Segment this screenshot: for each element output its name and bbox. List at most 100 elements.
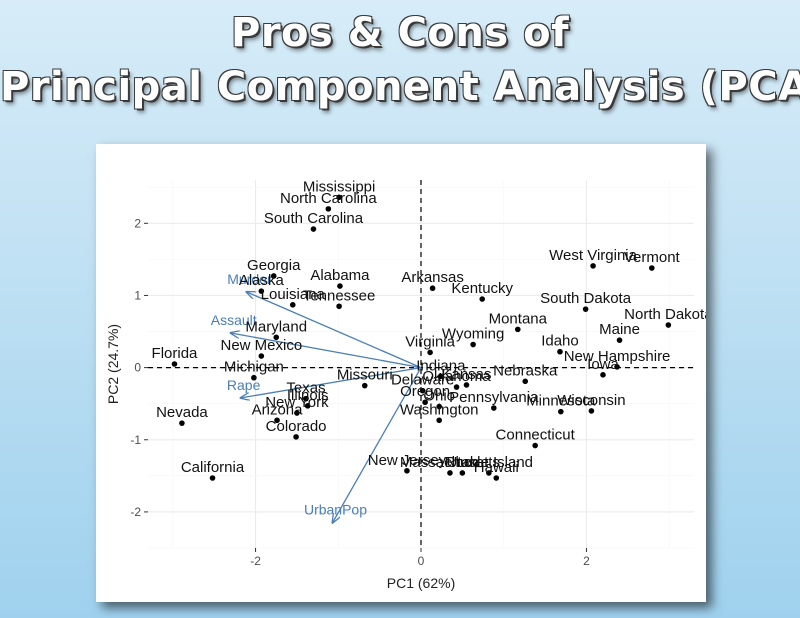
point-label-south-dakota: South Dakota xyxy=(540,290,632,307)
point-wisconsin xyxy=(588,408,595,414)
point-colorado xyxy=(293,434,299,440)
point-label-mississippi: Mississippi xyxy=(303,178,376,195)
point-label-georgia: Georgia xyxy=(247,257,301,274)
x-tick-label: 2 xyxy=(583,554,590,568)
vector-arrow-murder xyxy=(246,292,422,369)
point-north-dakota xyxy=(665,322,672,328)
point-nevada xyxy=(179,420,185,426)
point-mississippi xyxy=(336,194,342,201)
point-idaho xyxy=(557,348,563,355)
point-south-carolina xyxy=(310,226,317,232)
point-texas xyxy=(303,395,309,402)
point-label-iowa: Iowa xyxy=(587,356,619,373)
point-south-dakota xyxy=(582,306,589,312)
point-california xyxy=(209,475,216,481)
point-label-connecticut: Connecticut xyxy=(496,427,576,444)
point-oregon xyxy=(422,399,428,406)
y-tick-label: -1 xyxy=(130,433,141,447)
point-label-wisconsin: Wisconsin xyxy=(557,392,625,409)
point-montana xyxy=(514,326,521,333)
point-label-missouri: Missouri xyxy=(337,367,393,384)
point-label-montana: Montana xyxy=(489,310,548,327)
loading-vectors: Murder Assault Rape UrbanPop xyxy=(211,271,422,523)
point-florida xyxy=(171,361,178,367)
point-kansas xyxy=(463,382,470,388)
point-arkansas xyxy=(429,285,436,292)
point-indiana xyxy=(438,373,444,380)
point-pennsylvania xyxy=(491,405,497,411)
point-label-tennessee: Tennessee xyxy=(303,287,376,304)
point-arizona xyxy=(274,417,280,424)
point-label-kentucky: Kentucky xyxy=(451,280,513,297)
point-maine xyxy=(616,337,623,343)
point-label-new-york: New York xyxy=(265,394,329,411)
y-tick-label: 2 xyxy=(134,216,141,230)
point-new-hampshire xyxy=(614,364,620,370)
point-delaware xyxy=(419,387,426,394)
point-minnesota xyxy=(558,408,564,415)
point-label-wyoming: Wyoming xyxy=(442,326,504,343)
title-line-1: Pros & Cons of xyxy=(231,10,569,56)
point-maryland xyxy=(273,334,280,341)
axes: -2 0 2 -2 -1 0 1 2 PC1 (62%) PC2 (24.7%) xyxy=(105,216,590,591)
point-west-virginia xyxy=(590,263,596,269)
point-label-delaware: Delaware xyxy=(391,372,454,389)
point-label-virginia: Virginia xyxy=(405,333,455,350)
point-label-florida: Florida xyxy=(152,345,199,362)
point-alabama xyxy=(337,283,343,289)
point-nebraska xyxy=(522,378,529,385)
point-label-maine: Maine xyxy=(599,321,640,338)
point-label-california: California xyxy=(181,459,245,476)
point-label-oklahoma: Oklahoma xyxy=(422,368,491,385)
x-axis-title: PC1 (62%) xyxy=(387,575,455,591)
point-rhode-island xyxy=(486,470,492,476)
point-label-north-carolina: North Carolina xyxy=(280,190,377,207)
point-label-pennsylvania: Pennsylvania xyxy=(449,389,539,406)
point-label-arkansas: Arkansas xyxy=(401,269,464,286)
vector-arrow-urbanpop xyxy=(332,367,422,523)
point-label-rhode-island: Rhode Island xyxy=(445,454,533,471)
y-tick-label: 0 xyxy=(134,361,141,375)
vector-arrow-rape xyxy=(241,366,422,398)
chart-panel: Murder Assault Rape UrbanPop Mississippi Nor… xyxy=(96,144,706,602)
point-label-vermont: Vermont xyxy=(624,249,681,266)
point-label-nebraska: Nebraska xyxy=(493,362,558,379)
point-label-oregon: Oregon xyxy=(400,383,450,400)
point-iowa xyxy=(600,372,606,378)
point-wyoming xyxy=(470,341,476,348)
point-new-mexico xyxy=(258,353,265,359)
point-new-york xyxy=(294,410,300,416)
point-label-louisiana: Louisiana xyxy=(261,286,326,303)
point-label-illinois: Illinois xyxy=(287,387,329,404)
y-tick-label: 1 xyxy=(134,288,141,302)
point-washington xyxy=(436,417,443,424)
point-north-carolina xyxy=(325,206,332,212)
point-tennessee xyxy=(336,303,342,310)
point-label-alabama: Alabama xyxy=(310,267,370,284)
point-label-west-virginia: West Virginia xyxy=(549,247,637,264)
point-label-texas: Texas xyxy=(286,380,325,397)
point-missouri xyxy=(361,382,368,389)
point-label-indiana: Indiana xyxy=(416,357,466,374)
point-louisiana xyxy=(289,302,296,308)
vector-label-rape: Rape xyxy=(227,377,261,393)
point-new-jersey xyxy=(404,467,410,474)
point-massachusetts xyxy=(447,470,453,476)
point-label-new-hampshire: New Hampshire xyxy=(564,348,671,365)
y-tick-label: -2 xyxy=(130,505,141,519)
point-label-new-jersey: New Jersey xyxy=(368,452,447,469)
point-virginia xyxy=(427,349,433,356)
point-hawaii xyxy=(493,475,500,481)
point-label-washington: Washington xyxy=(400,401,479,418)
title-line-2: Principal Component Analysis (PCA) xyxy=(0,64,800,110)
point-label-maryland: Maryland xyxy=(245,318,307,335)
point-label-utah: Utah xyxy=(447,454,479,471)
point-label-new-mexico: New Mexico xyxy=(220,337,302,354)
point-utah xyxy=(459,470,466,476)
point-label-north-dakota: North Dakota xyxy=(624,306,706,323)
vector-label-assault: Assault xyxy=(211,312,257,328)
point-connecticut xyxy=(532,442,538,449)
point-label-hawaii: Hawaii xyxy=(474,459,519,476)
point-georgia xyxy=(270,273,277,279)
